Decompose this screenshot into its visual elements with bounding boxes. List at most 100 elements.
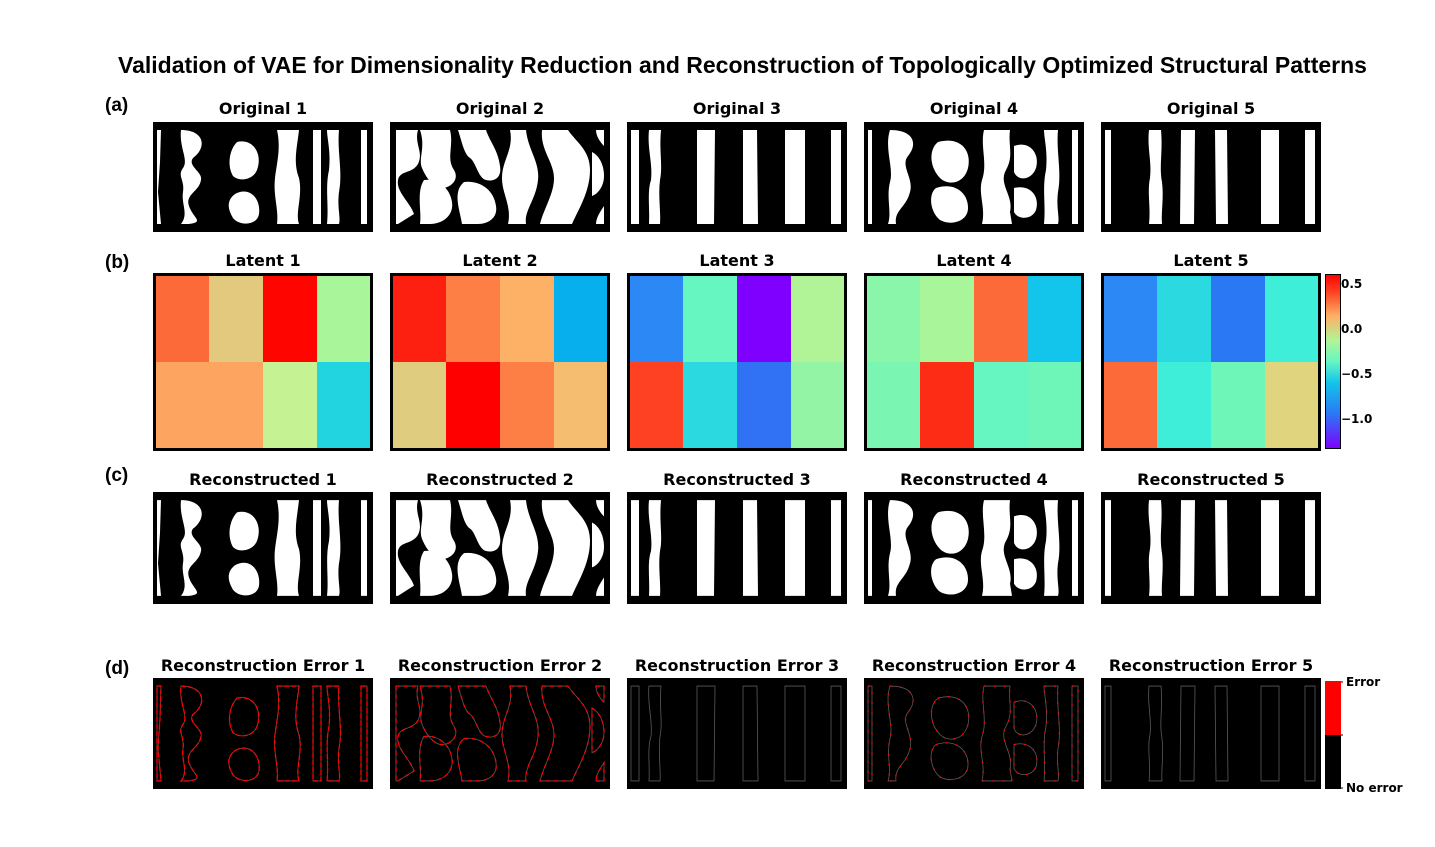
structure-bar (697, 130, 715, 224)
row-label-d: (d) (105, 658, 130, 679)
latent-title-4: Latent 4 (936, 251, 1012, 270)
structure-bar (540, 500, 590, 596)
original-image-5 (1101, 122, 1321, 232)
structure-bar (457, 552, 497, 596)
error-pixels (1013, 743, 1038, 776)
structure-bar (743, 130, 758, 224)
latent-colorbar-gradient (1325, 274, 1341, 449)
error-pixels (419, 685, 457, 746)
structure-bar (868, 130, 872, 224)
error-pixels (312, 685, 322, 782)
structure-bar (457, 181, 497, 224)
structure-bar (229, 511, 259, 551)
latent-cell (1265, 275, 1320, 363)
error-outline (931, 696, 970, 740)
error-pixels (179, 685, 203, 782)
structure-bar (502, 130, 539, 224)
original-title-5: Original 5 (1166, 99, 1256, 118)
structure-bar (419, 550, 453, 596)
structure-bar (1014, 187, 1037, 218)
reconstructed-title-1: Reconstructed 1 (189, 470, 337, 489)
structure-bar (229, 141, 259, 180)
latent-cell (866, 275, 921, 363)
latent-cell (791, 275, 846, 363)
structure-bar (931, 510, 969, 554)
error-pixels (156, 685, 162, 782)
structure-bar (1014, 558, 1037, 590)
latent-cell (920, 275, 975, 363)
structure-bar (831, 500, 841, 596)
structure-bar (1215, 500, 1228, 596)
latent-cell (392, 362, 447, 450)
structure-bar (361, 500, 367, 596)
error-map-4 (864, 678, 1084, 789)
latent-cell (1211, 275, 1266, 363)
latent-cell (737, 275, 792, 363)
error-pixels (887, 685, 914, 782)
latent-heatmap-2 (390, 273, 610, 451)
structure-bar (1044, 130, 1060, 224)
error-outline (742, 685, 759, 782)
latent-cell (446, 275, 501, 363)
latent-cell (683, 275, 738, 363)
error-pixels (395, 685, 421, 782)
structure-bar (596, 500, 604, 517)
error-title-4: Reconstruction Error 4 (871, 656, 1077, 675)
error-map-3 (627, 678, 847, 789)
structure-bar (1105, 500, 1111, 596)
latent-cell (1211, 362, 1266, 450)
reconstructed-image-1 (153, 492, 373, 604)
structure-bar (596, 130, 604, 146)
latent-title-5: Latent 5 (1173, 251, 1249, 270)
error-pixels (591, 707, 605, 754)
error-outline (1013, 700, 1038, 736)
latent-cell (629, 362, 684, 450)
original-image-1 (153, 122, 373, 232)
reconstructed-image-5 (1101, 492, 1321, 604)
structure-bar (697, 500, 715, 596)
row-label-c: (c) (105, 465, 129, 486)
error-outline (1214, 685, 1229, 782)
latent-cell (554, 275, 609, 363)
structure-bar (1014, 144, 1037, 179)
structure-bar (980, 130, 1012, 224)
reconstructed-image-4 (864, 492, 1084, 604)
latent-cell (209, 275, 264, 363)
structure-bar (1072, 500, 1078, 596)
error-outline (648, 685, 662, 782)
structure-bar (868, 500, 872, 596)
error-outline (784, 685, 806, 782)
latent-title-1: Latent 1 (225, 251, 301, 270)
error-colorbar-bottom-label: No error (1346, 781, 1403, 795)
structure-bar (396, 500, 420, 596)
structure-bar (1148, 500, 1163, 596)
colorbar-tick-1: 0.0 (1341, 322, 1363, 336)
error-pixels (501, 685, 539, 782)
structure-bar (1261, 130, 1279, 224)
error-colorbar-red (1325, 681, 1341, 735)
error-title-5: Reconstruction Error 5 (1108, 656, 1314, 675)
latent-cell (317, 362, 372, 450)
error-title-3: Reconstruction Error 3 (634, 656, 840, 675)
latent-title-3: Latent 3 (699, 251, 775, 270)
latent-cell (500, 362, 555, 450)
structure-bar (888, 500, 914, 596)
latent-heatmap-5 (1101, 273, 1321, 451)
colorbar-tick-0: 0.5 (1341, 277, 1363, 291)
error-outline (457, 737, 497, 782)
error-outline (1104, 685, 1112, 782)
structure-bar (980, 500, 1012, 596)
structure-bar (458, 130, 501, 181)
latent-heatmap-1 (153, 273, 373, 451)
error-pixels (228, 696, 260, 737)
error-outline (1148, 685, 1164, 782)
latent-cell (920, 362, 975, 450)
structure-bar (228, 191, 260, 224)
latent-cell (791, 362, 846, 450)
structure-bar (931, 140, 969, 183)
original-title-2: Original 2 (455, 99, 545, 118)
structure-bar (157, 130, 161, 224)
structure-bar (785, 130, 805, 224)
reconstructed-image-2 (390, 492, 610, 604)
latent-cell (554, 362, 609, 450)
